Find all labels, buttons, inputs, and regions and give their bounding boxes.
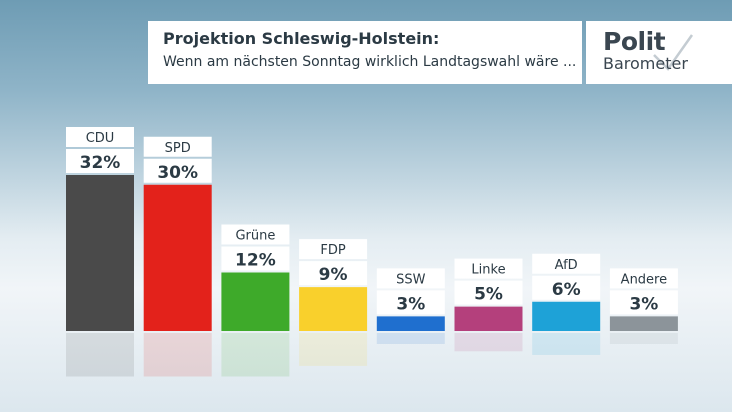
value-label-box (66, 149, 134, 173)
bar-reflection (143, 333, 212, 377)
category-label: CDU (86, 131, 115, 146)
value-label-box (299, 261, 368, 286)
value-label: 3% (396, 294, 425, 314)
category-label-box (66, 127, 134, 147)
bar-fdp (299, 287, 368, 331)
category-label: SPD (165, 141, 191, 156)
category-label-box (143, 136, 212, 157)
value-label: 12% (235, 251, 276, 271)
value-label-box (143, 158, 212, 183)
bar-reflection (454, 333, 523, 352)
category-label: Grüne (235, 229, 275, 244)
category-label-box (609, 268, 678, 289)
bar-andere (609, 316, 678, 331)
value-label-box (532, 275, 601, 300)
bar-afd (532, 301, 601, 331)
category-label: Andere (621, 272, 667, 287)
chart-title: Projektion Schleswig-Holstein: (163, 29, 440, 48)
value-label: 5% (474, 285, 503, 305)
value-label: 30% (157, 163, 198, 183)
value-label-box (376, 290, 445, 315)
value-label: 32% (80, 153, 121, 173)
category-label-box (299, 239, 368, 260)
politbarometer-logo: Polit Barometer (586, 21, 732, 84)
header-panel: Projektion Schleswig-Holstein: Wenn am n… (148, 21, 582, 84)
value-label: 3% (629, 294, 658, 314)
value-label-box (454, 280, 523, 305)
category-label: AfD (555, 258, 578, 273)
checkmark-icon (653, 34, 694, 71)
bar-reflection (221, 333, 290, 377)
bar-reflection (376, 333, 445, 344)
bar-spd (143, 184, 212, 331)
chart-subtitle: Wenn am nächsten Sonntag wirklich Landta… (163, 54, 577, 70)
bar-cdu (66, 175, 134, 331)
value-label: 9% (319, 265, 348, 285)
category-label-box (221, 224, 290, 245)
value-label-box (221, 246, 290, 271)
bar-linke (454, 306, 523, 331)
logo-line-1: Polit (603, 27, 666, 56)
bar-reflection (532, 333, 601, 355)
category-label-box (532, 253, 601, 274)
bar-reflection (299, 333, 368, 366)
logo-line-2: Barometer (603, 54, 688, 73)
category-label: SSW (396, 272, 426, 287)
category-label: Linke (471, 263, 505, 278)
bar-ssw (376, 316, 445, 331)
bar-grüne (221, 272, 290, 331)
category-label-box (454, 258, 523, 279)
bar-reflection (66, 333, 134, 377)
value-label: 6% (552, 280, 581, 300)
category-label-box (376, 268, 445, 289)
value-label-box (609, 290, 678, 315)
category-label: FDP (320, 243, 345, 258)
bar-reflection (609, 333, 678, 344)
